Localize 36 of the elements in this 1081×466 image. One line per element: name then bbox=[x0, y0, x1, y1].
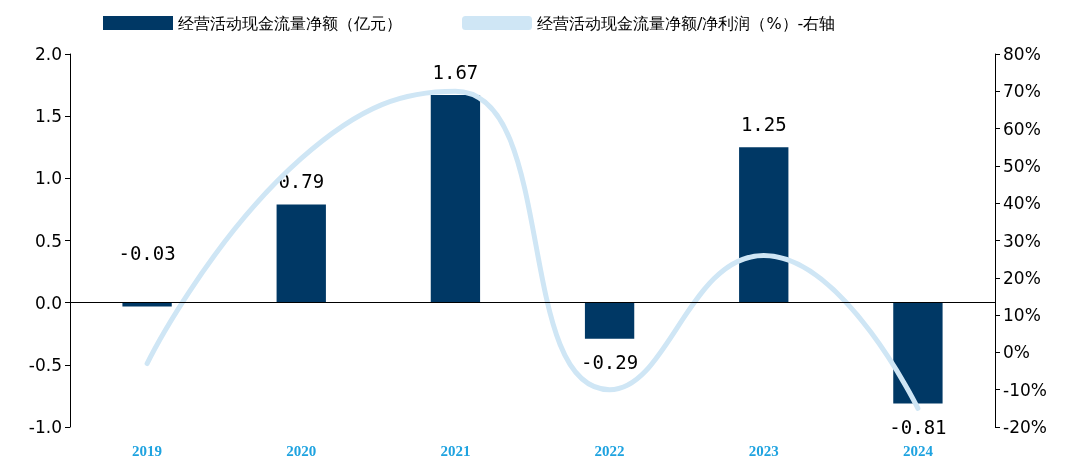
y-tick-label: 2.0 bbox=[34, 44, 62, 64]
y2-tick-label: 0% bbox=[1003, 342, 1030, 363]
y-tick-label: 1.5 bbox=[34, 106, 62, 127]
y-tick-label: -1.0 bbox=[28, 417, 62, 437]
legend-label: 经营活动现金流量净额（亿元） bbox=[178, 13, 402, 33]
legend-label: 经营活动现金流量净额/净利润（%）-右轴 bbox=[537, 13, 836, 33]
x-tick-label: 2023 bbox=[748, 442, 779, 459]
y-tick-label: 0.0 bbox=[34, 292, 62, 313]
data-label: 1.67 bbox=[432, 60, 479, 83]
x-tick-label: 2024 bbox=[902, 442, 934, 459]
bar bbox=[893, 302, 943, 404]
y2-tick-label: 70% bbox=[1003, 81, 1041, 102]
y-tick-label: 1.0 bbox=[34, 168, 62, 189]
y2-tick-label: -20% bbox=[1003, 417, 1047, 437]
x-tick-label: 2020 bbox=[286, 442, 317, 459]
y-tick-label: -0.5 bbox=[28, 354, 62, 375]
y-tick-label: 0.5 bbox=[34, 230, 62, 251]
bar bbox=[584, 302, 635, 339]
data-label: -0.81 bbox=[889, 415, 947, 438]
y2-tick-label: 80% bbox=[1003, 44, 1041, 64]
data-label: -0.03 bbox=[118, 242, 176, 265]
y2-tick-label: 10% bbox=[1003, 305, 1041, 326]
bar bbox=[739, 147, 789, 303]
x-tick-label: 2022 bbox=[594, 442, 625, 459]
x-tick-label: 2021 bbox=[440, 442, 471, 459]
bar bbox=[276, 204, 326, 303]
y2-tick-label: 30% bbox=[1003, 230, 1041, 251]
bar bbox=[430, 95, 481, 303]
data-label: 1.25 bbox=[740, 112, 787, 135]
y2-tick-label: -10% bbox=[1003, 379, 1047, 400]
y2-tick-label: 60% bbox=[1003, 118, 1041, 139]
y2-tick-label: 50% bbox=[1003, 155, 1041, 176]
data-label: -0.29 bbox=[580, 351, 639, 374]
x-tick-label: 2019 bbox=[132, 442, 163, 459]
y2-tick-label: 20% bbox=[1003, 267, 1041, 288]
y2-tick-label: 40% bbox=[1003, 193, 1041, 214]
